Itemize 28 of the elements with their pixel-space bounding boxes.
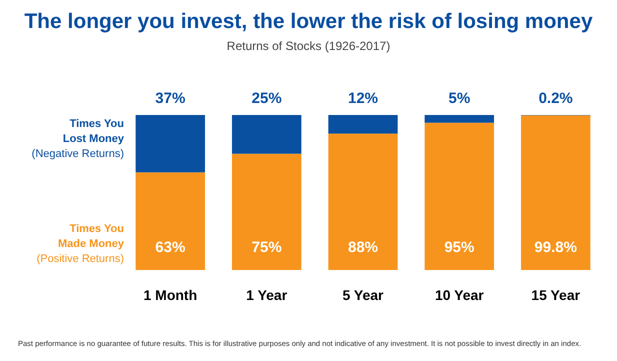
bar <box>232 115 302 154</box>
x-tick-label: 15 Year <box>531 287 581 303</box>
bar <box>232 154 302 270</box>
bar <box>521 115 590 270</box>
series-label: Times You Lost Money (Negative Returns) <box>32 118 125 160</box>
data-label: 37% <box>155 90 186 107</box>
data-label: 0.2% <box>538 90 573 107</box>
bar <box>136 115 205 172</box>
x-tick-label: 5 Year <box>342 287 384 303</box>
data-label: 12% <box>348 90 378 107</box>
data-label: 25% <box>252 90 282 107</box>
bar <box>424 122 494 270</box>
bar <box>328 115 398 134</box>
x-tick-label: 10 Year <box>434 287 484 303</box>
series-label: Times You Made Money (Positive Returns) <box>36 223 125 265</box>
chart-subtitle: Returns of Stocks (1926-2017) <box>226 39 390 53</box>
bar <box>136 172 205 270</box>
x-tick-label: 1 Month <box>143 287 198 303</box>
x-tick-label: 1 Year <box>246 287 288 303</box>
data-label: 99.8% <box>534 239 577 256</box>
bar <box>424 115 494 123</box>
bar <box>328 134 398 270</box>
data-label: 75% <box>252 239 282 256</box>
data-label: 95% <box>444 239 474 256</box>
data-label: 5% <box>448 90 470 107</box>
data-label: 88% <box>348 239 378 256</box>
data-label: 63% <box>155 239 186 256</box>
chart-title: The longer you invest, the lower the risk of losing money <box>24 10 593 33</box>
